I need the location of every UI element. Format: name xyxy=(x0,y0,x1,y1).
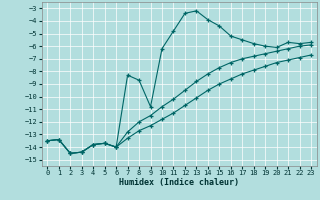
X-axis label: Humidex (Indice chaleur): Humidex (Indice chaleur) xyxy=(119,178,239,187)
